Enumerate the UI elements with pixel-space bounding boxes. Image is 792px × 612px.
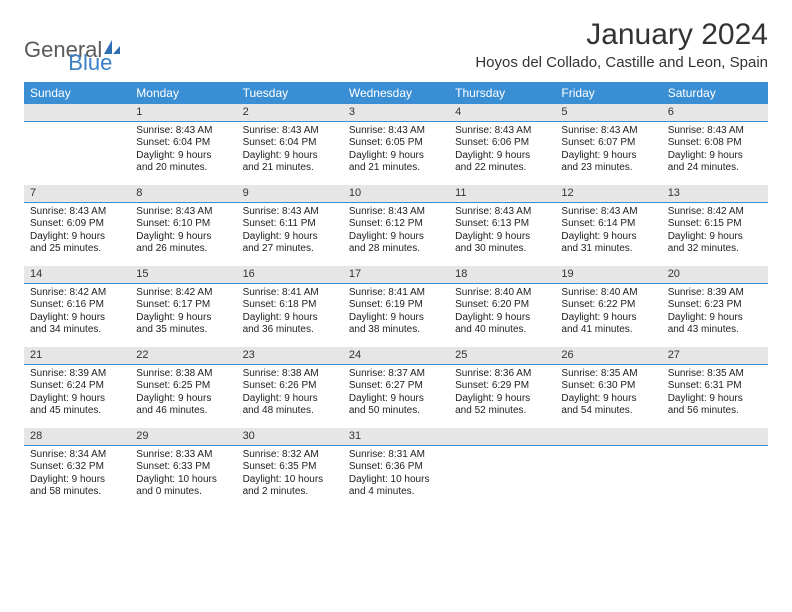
day-body-cell: Sunrise: 8:38 AMSunset: 6:25 PMDaylight:… <box>130 364 236 428</box>
day-number-cell: 13 <box>662 185 768 202</box>
day-body-cell: Sunrise: 8:41 AMSunset: 6:19 PMDaylight:… <box>343 283 449 347</box>
day-number-row: 28293031 <box>24 428 768 445</box>
day-number-cell: 10 <box>343 185 449 202</box>
day-body-cell <box>24 121 130 185</box>
calendar-body: 123456Sunrise: 8:43 AMSunset: 6:04 PMDay… <box>24 104 768 509</box>
day-body-cell: Sunrise: 8:43 AMSunset: 6:07 PMDaylight:… <box>555 121 661 185</box>
day-number-cell: 25 <box>449 347 555 364</box>
day-number-cell: 6 <box>662 104 768 121</box>
day-body-cell: Sunrise: 8:42 AMSunset: 6:15 PMDaylight:… <box>662 202 768 266</box>
day-number-cell: 31 <box>343 428 449 445</box>
day-number-cell: 9 <box>237 185 343 202</box>
weekday-header: Wednesday <box>343 82 449 104</box>
title-block: January 2024 Hoyos del Collado, Castille… <box>475 18 768 71</box>
day-number-cell <box>555 428 661 445</box>
weekday-header: Saturday <box>662 82 768 104</box>
calendar-page: General Blue January 2024 Hoyos del Coll… <box>0 0 792 527</box>
day-body-cell: Sunrise: 8:43 AMSunset: 6:13 PMDaylight:… <box>449 202 555 266</box>
day-body-cell: Sunrise: 8:39 AMSunset: 6:24 PMDaylight:… <box>24 364 130 428</box>
day-number-cell: 17 <box>343 266 449 283</box>
day-number-cell: 18 <box>449 266 555 283</box>
day-body-cell: Sunrise: 8:31 AMSunset: 6:36 PMDaylight:… <box>343 445 449 509</box>
day-body-row: Sunrise: 8:42 AMSunset: 6:16 PMDaylight:… <box>24 283 768 347</box>
day-body-cell <box>555 445 661 509</box>
weekday-header: Thursday <box>449 82 555 104</box>
day-number-cell: 27 <box>662 347 768 364</box>
day-body-cell: Sunrise: 8:43 AMSunset: 6:12 PMDaylight:… <box>343 202 449 266</box>
day-number-cell <box>449 428 555 445</box>
day-body-cell: Sunrise: 8:43 AMSunset: 6:14 PMDaylight:… <box>555 202 661 266</box>
day-body-cell: Sunrise: 8:34 AMSunset: 6:32 PMDaylight:… <box>24 445 130 509</box>
weekday-header-row: SundayMondayTuesdayWednesdayThursdayFrid… <box>24 82 768 104</box>
day-body-cell: Sunrise: 8:42 AMSunset: 6:17 PMDaylight:… <box>130 283 236 347</box>
day-body-cell: Sunrise: 8:40 AMSunset: 6:20 PMDaylight:… <box>449 283 555 347</box>
day-body-cell: Sunrise: 8:43 AMSunset: 6:04 PMDaylight:… <box>130 121 236 185</box>
day-number-cell: 4 <box>449 104 555 121</box>
day-body-row: Sunrise: 8:43 AMSunset: 6:04 PMDaylight:… <box>24 121 768 185</box>
day-body-cell: Sunrise: 8:40 AMSunset: 6:22 PMDaylight:… <box>555 283 661 347</box>
day-body-cell: Sunrise: 8:37 AMSunset: 6:27 PMDaylight:… <box>343 364 449 428</box>
day-body-cell: Sunrise: 8:33 AMSunset: 6:33 PMDaylight:… <box>130 445 236 509</box>
weekday-header: Sunday <box>24 82 130 104</box>
header: General Blue January 2024 Hoyos del Coll… <box>24 18 768 76</box>
day-body-cell: Sunrise: 8:35 AMSunset: 6:31 PMDaylight:… <box>662 364 768 428</box>
day-body-cell <box>449 445 555 509</box>
day-body-cell: Sunrise: 8:32 AMSunset: 6:35 PMDaylight:… <box>237 445 343 509</box>
day-body-cell: Sunrise: 8:43 AMSunset: 6:06 PMDaylight:… <box>449 121 555 185</box>
day-body-cell: Sunrise: 8:39 AMSunset: 6:23 PMDaylight:… <box>662 283 768 347</box>
calendar-table: SundayMondayTuesdayWednesdayThursdayFrid… <box>24 82 768 509</box>
day-number-row: 14151617181920 <box>24 266 768 283</box>
day-body-cell: Sunrise: 8:35 AMSunset: 6:30 PMDaylight:… <box>555 364 661 428</box>
day-number-cell: 11 <box>449 185 555 202</box>
day-number-cell: 16 <box>237 266 343 283</box>
day-body-cell: Sunrise: 8:43 AMSunset: 6:09 PMDaylight:… <box>24 202 130 266</box>
logo: General Blue <box>24 18 112 76</box>
day-number-cell: 26 <box>555 347 661 364</box>
day-number-cell: 23 <box>237 347 343 364</box>
day-body-cell: Sunrise: 8:36 AMSunset: 6:29 PMDaylight:… <box>449 364 555 428</box>
day-number-cell: 28 <box>24 428 130 445</box>
day-number-row: 123456 <box>24 104 768 121</box>
day-number-cell: 3 <box>343 104 449 121</box>
day-body-cell: Sunrise: 8:43 AMSunset: 6:04 PMDaylight:… <box>237 121 343 185</box>
day-number-cell: 21 <box>24 347 130 364</box>
weekday-header: Monday <box>130 82 236 104</box>
day-number-cell: 15 <box>130 266 236 283</box>
day-number-cell: 30 <box>237 428 343 445</box>
day-number-cell: 14 <box>24 266 130 283</box>
day-body-cell: Sunrise: 8:43 AMSunset: 6:08 PMDaylight:… <box>662 121 768 185</box>
day-body-cell: Sunrise: 8:43 AMSunset: 6:10 PMDaylight:… <box>130 202 236 266</box>
day-body-cell: Sunrise: 8:42 AMSunset: 6:16 PMDaylight:… <box>24 283 130 347</box>
day-number-cell: 2 <box>237 104 343 121</box>
day-number-cell <box>24 104 130 121</box>
day-number-cell: 19 <box>555 266 661 283</box>
day-number-cell: 7 <box>24 185 130 202</box>
day-body-cell: Sunrise: 8:41 AMSunset: 6:18 PMDaylight:… <box>237 283 343 347</box>
day-body-cell: Sunrise: 8:38 AMSunset: 6:26 PMDaylight:… <box>237 364 343 428</box>
day-number-cell: 20 <box>662 266 768 283</box>
logo-text-blue: Blue <box>68 50 112 76</box>
day-number-cell: 8 <box>130 185 236 202</box>
day-number-row: 78910111213 <box>24 185 768 202</box>
weekday-header: Tuesday <box>237 82 343 104</box>
day-number-cell: 12 <box>555 185 661 202</box>
day-body-cell: Sunrise: 8:43 AMSunset: 6:11 PMDaylight:… <box>237 202 343 266</box>
day-body-cell <box>662 445 768 509</box>
day-number-cell: 22 <box>130 347 236 364</box>
day-number-cell: 5 <box>555 104 661 121</box>
day-number-cell: 1 <box>130 104 236 121</box>
day-number-cell <box>662 428 768 445</box>
day-body-cell: Sunrise: 8:43 AMSunset: 6:05 PMDaylight:… <box>343 121 449 185</box>
day-body-row: Sunrise: 8:34 AMSunset: 6:32 PMDaylight:… <box>24 445 768 509</box>
location: Hoyos del Collado, Castille and Leon, Sp… <box>475 54 768 71</box>
day-number-row: 21222324252627 <box>24 347 768 364</box>
weekday-header: Friday <box>555 82 661 104</box>
day-body-row: Sunrise: 8:39 AMSunset: 6:24 PMDaylight:… <box>24 364 768 428</box>
month-title: January 2024 <box>475 18 768 52</box>
day-number-cell: 29 <box>130 428 236 445</box>
day-body-row: Sunrise: 8:43 AMSunset: 6:09 PMDaylight:… <box>24 202 768 266</box>
day-number-cell: 24 <box>343 347 449 364</box>
